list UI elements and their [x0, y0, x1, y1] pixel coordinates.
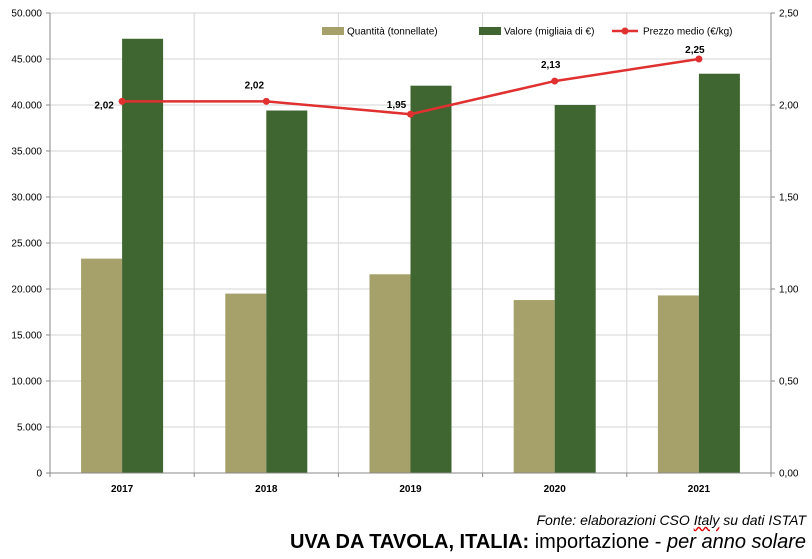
x-tick-label: 2017	[111, 484, 134, 495]
y-right-tick-label: 2,00	[779, 101, 799, 112]
y-left-tick-label: 30.000	[11, 193, 42, 204]
y-left-tick-label: 40.000	[11, 101, 42, 112]
chart: 2,02 2,02 1,95 2,13 2,25 0 5.000 10.000 15.000 2…	[11, 9, 798, 496]
legend-label: Valore (migliaia di €)	[504, 27, 594, 38]
bar-quantita	[657, 295, 699, 473]
x-tick-label: 2018	[255, 484, 278, 495]
y-left-tick-label: 15.000	[11, 331, 42, 342]
source-note: Fonte: elaborazioni CSO Italy su dati IS…	[536, 512, 806, 528]
source-prefix: Fonte: elaborazioni CSO	[536, 512, 694, 528]
price-point	[262, 97, 270, 105]
y-left-tick-label: 10.000	[11, 377, 42, 388]
source-suffix: su dati ISTAT	[719, 512, 806, 528]
bar-quantita	[369, 274, 411, 473]
y-right-tick-label: 1,00	[779, 285, 799, 296]
bar-valore	[554, 105, 596, 473]
price-point	[118, 97, 126, 105]
title-normal: importazione -	[529, 531, 668, 553]
x-tick-label: 2021	[688, 484, 711, 495]
bars	[81, 38, 740, 474]
price-data-label: 2,13	[541, 60, 561, 71]
bar-quantita	[513, 300, 555, 473]
bar-valore	[266, 110, 308, 474]
title-italic: per anno solare	[667, 531, 806, 553]
x-tick-label: 2020	[544, 484, 567, 495]
chart-title: UVA DA TAVOLA, ITALIA: importazione - pe…	[290, 531, 806, 554]
price-point	[551, 77, 559, 85]
title-bold: UVA DA TAVOLA, ITALIA:	[289, 531, 530, 553]
y-right-tick-label: 1,50	[779, 193, 799, 204]
y-left-tick-label: 50.000	[11, 9, 42, 20]
legend-swatch-valore	[479, 27, 501, 35]
y-right-tick-label: 0,00	[779, 469, 799, 480]
y-right-tick-label: 0,50	[779, 377, 799, 388]
y-left-tick-label: 35.000	[11, 147, 42, 158]
bar-valore	[698, 73, 740, 473]
y-left-tick-label: 45.000	[11, 55, 42, 66]
price-point	[407, 110, 414, 118]
bar-valore	[410, 85, 452, 474]
y-left-tick-label: 0	[36, 469, 42, 480]
source-italy: Italy	[693, 512, 720, 528]
legend-label: Quantità (tonnellate)	[347, 27, 438, 38]
bar-valore	[122, 38, 164, 473]
tick-labels: 0 5.000 10.000 15.000 20.000 25.000 30.000 35.0…	[11, 9, 798, 496]
y-left-tick-label: 20.000	[11, 285, 42, 296]
price-line: 2,02 2,02 1,95 2,13 2,25	[94, 45, 705, 118]
bar-quantita	[225, 293, 267, 473]
bar-quantita	[81, 258, 123, 473]
y-right-tick-label: 2,50	[779, 9, 799, 20]
legend: Quantità (tonnellate) Valore (migliaia di…	[322, 27, 732, 38]
legend-swatch-quantita	[322, 27, 344, 35]
price-data-label: 1,95	[387, 100, 407, 111]
legend-marker-prezzo	[621, 27, 629, 35]
price-data-label: 2,02	[245, 80, 265, 91]
axes	[46, 12, 775, 477]
price-data-label: 2,02	[94, 100, 114, 111]
price-point	[695, 55, 703, 63]
price-data-label: 2,25	[685, 45, 705, 56]
y-left-tick-label: 5.000	[17, 423, 42, 434]
legend-label: Prezzo medio (€/kg)	[643, 27, 732, 38]
y-left-tick-label: 25.000	[11, 239, 42, 250]
x-tick-label: 2019	[399, 484, 422, 495]
